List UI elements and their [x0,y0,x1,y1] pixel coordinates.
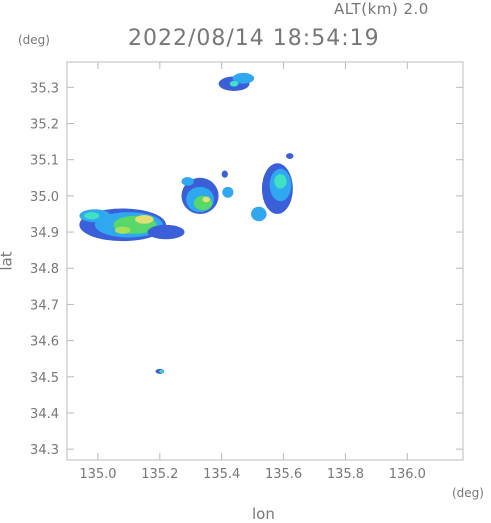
echo-cell [232,72,255,84]
echo-cell [114,226,131,234]
y-tick-label: 35.1 [30,154,59,169]
echo-cell [274,174,287,189]
y-axis-unit: (deg) [18,33,50,47]
y-tick-label: 34.9 [30,226,59,241]
echo-cell [147,224,185,240]
y-tick-label: 34.3 [30,443,59,458]
y-tick-label: 35.3 [30,81,59,96]
echo-cell [251,206,267,222]
x-tick-label: 135.8 [327,467,364,482]
y-tick-label: 35.2 [30,118,59,133]
echo-cell [286,153,294,159]
x-axis-unit: (deg) [452,486,484,500]
x-axis-label: lon [252,505,275,523]
echo-cell [84,212,100,220]
echo-cell [229,80,239,87]
y-tick-label: 34.8 [30,262,59,277]
echo-cell [221,170,228,178]
x-tick-label: 135.2 [141,467,178,482]
echo-cell [159,369,164,373]
echo-cell [222,186,234,198]
echo-cell [135,215,154,224]
y-tick-label: 34.7 [30,298,59,313]
y-tick-label: 34.5 [30,371,59,386]
echo-cell [202,196,210,203]
x-tick-label: 135.6 [265,467,302,482]
y-tick-label: 34.4 [30,407,59,422]
altitude-label: ALT(km) 2.0 [334,0,429,18]
x-tick-label: 136.0 [389,467,426,482]
echo-cell [181,177,194,186]
x-tick-label: 135.0 [79,467,116,482]
y-tick-label: 35.0 [30,190,59,205]
y-tick-label: 34.6 [30,335,59,350]
plot-frame [66,61,464,461]
observation-timestamp: 2022/08/14 18:54:19 [128,26,380,51]
x-tick-label: 135.4 [203,467,240,482]
